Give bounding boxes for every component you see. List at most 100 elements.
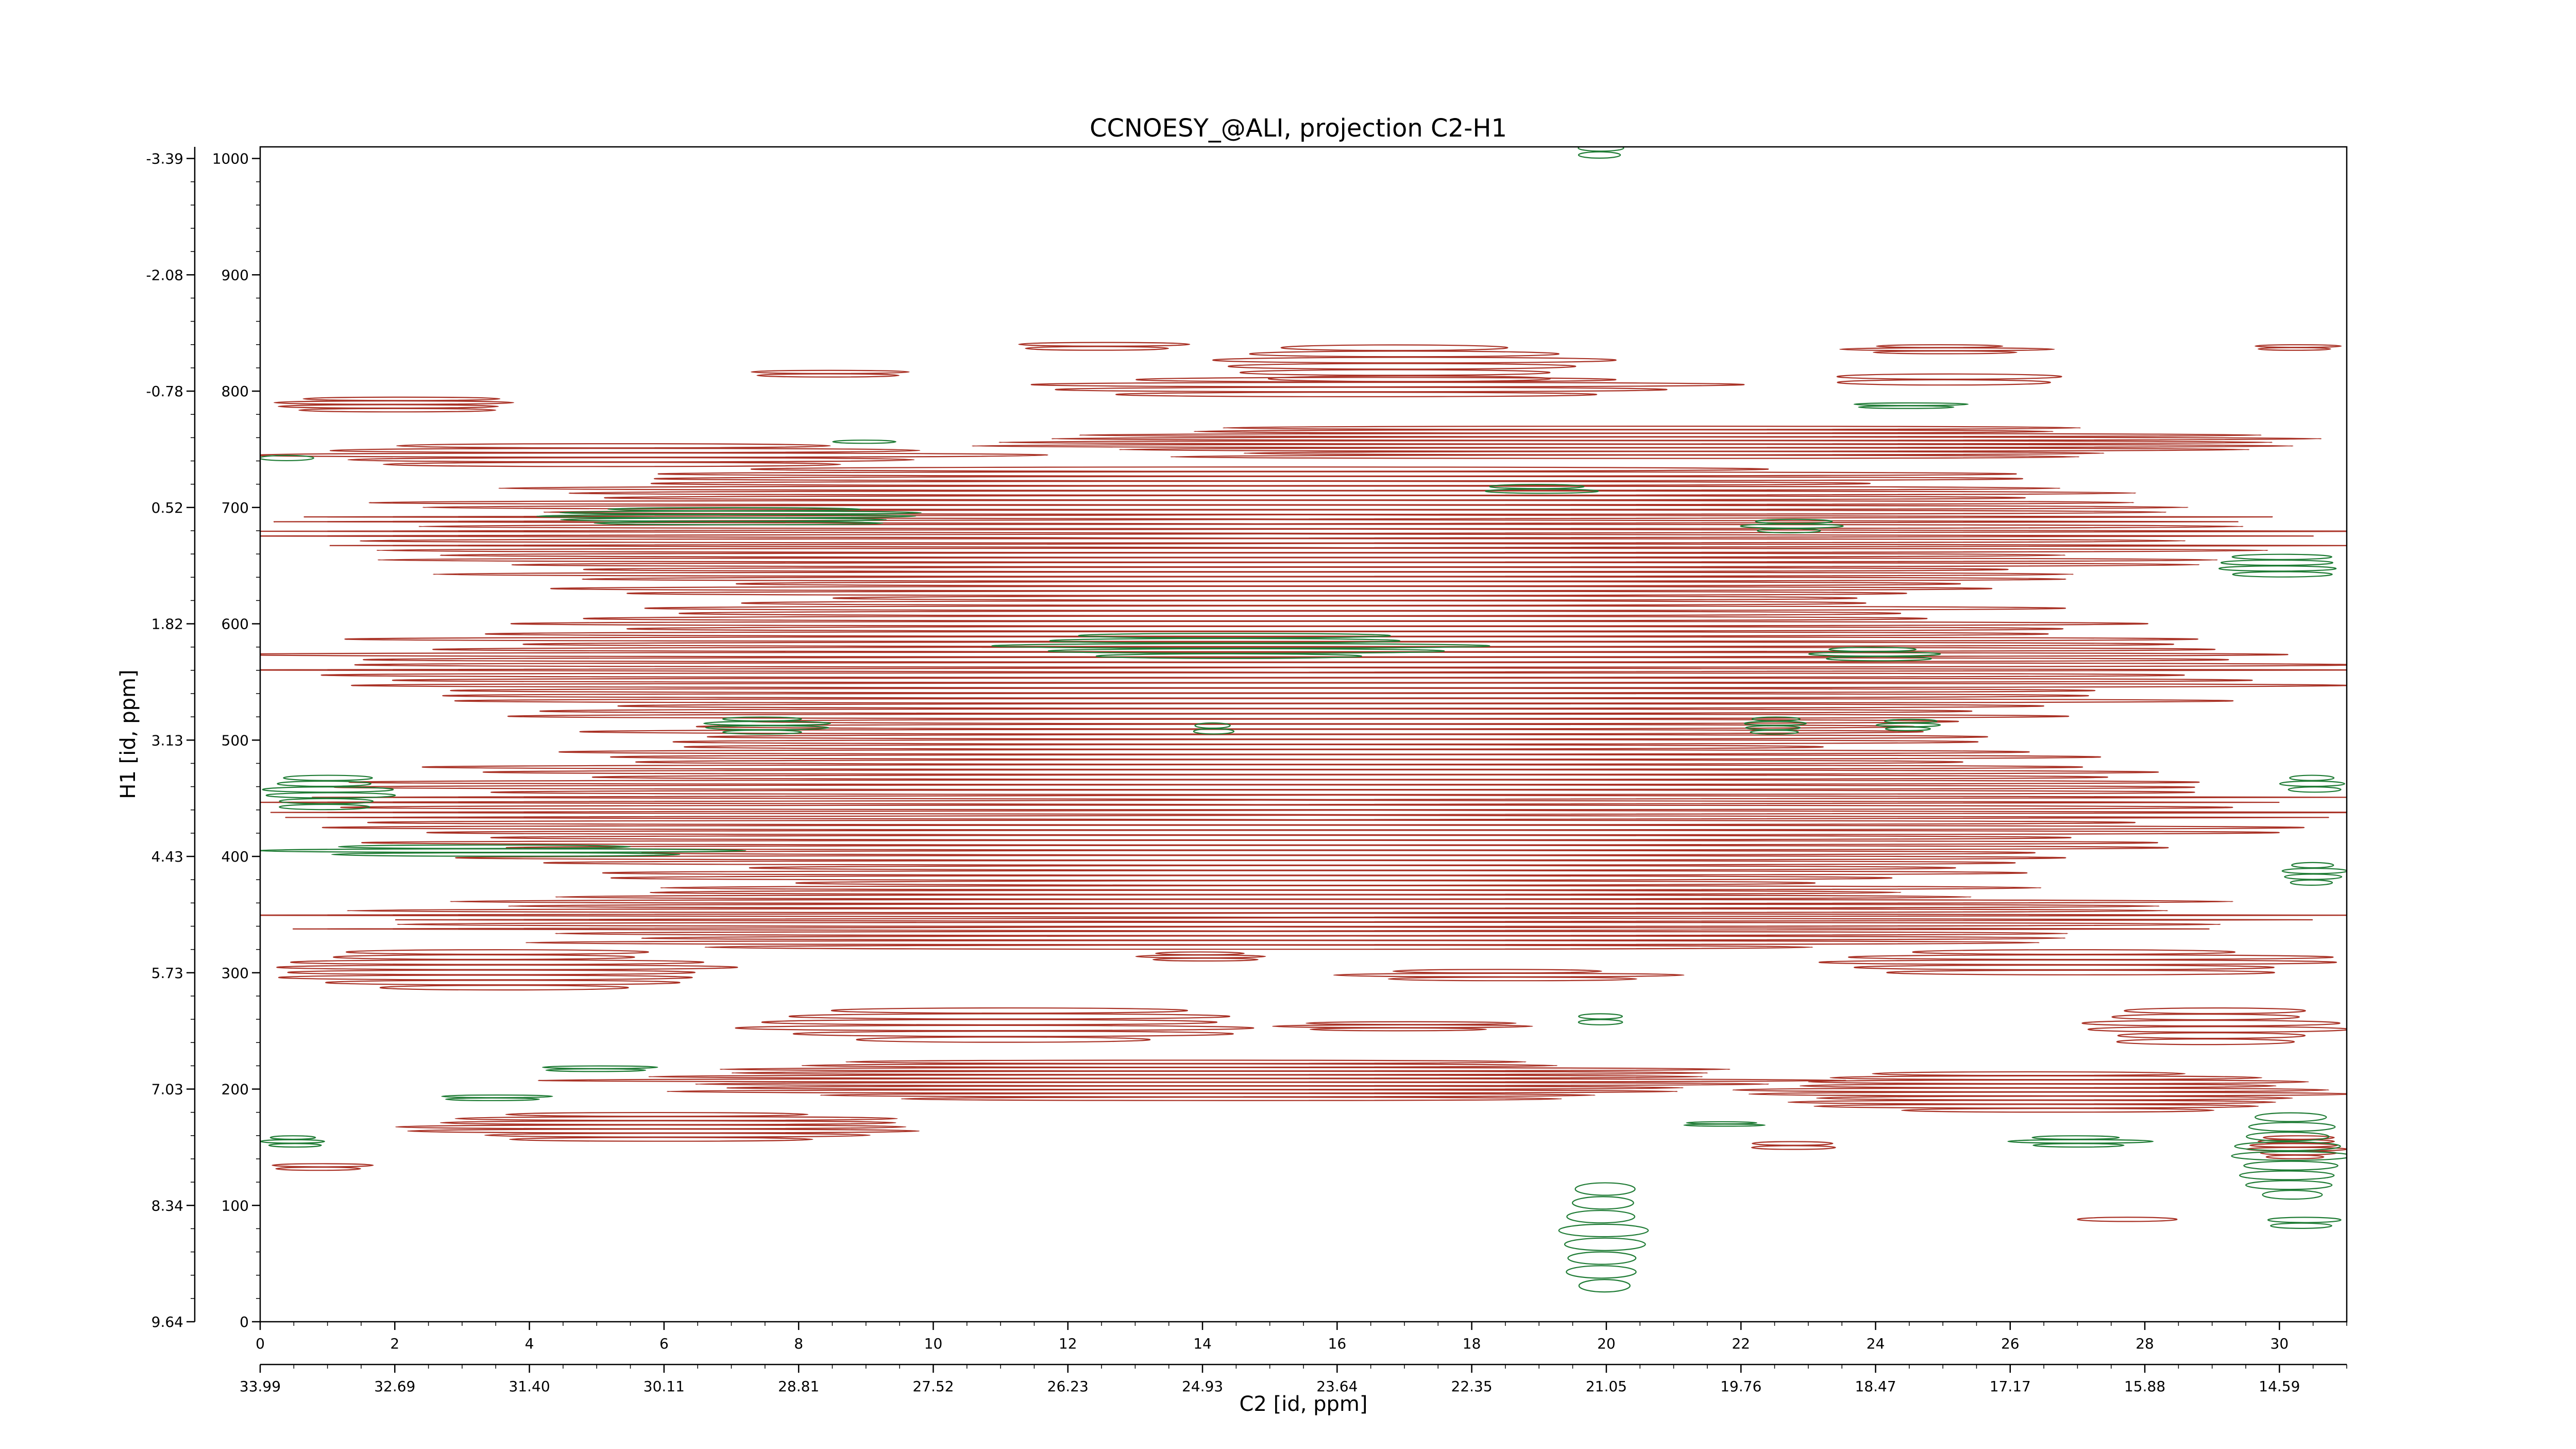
positive-contour-line — [276, 964, 738, 970]
negative-contour-line — [1853, 402, 1969, 407]
positive-contour-line — [704, 945, 1814, 950]
positive-contour-line — [2124, 1007, 2306, 1015]
positive-contour-band — [751, 369, 910, 378]
positive-contour-line — [659, 885, 2042, 890]
positive-contour-line — [1836, 373, 2062, 380]
positive-contour-line — [694, 1082, 1770, 1087]
negative-contour-line — [441, 1094, 553, 1099]
positive-contour-line — [333, 954, 635, 960]
negative-contour-band — [262, 774, 396, 811]
positive-contour-line — [792, 1031, 1234, 1037]
positive-contour-line — [1272, 1024, 1533, 1029]
positive-contour-line — [626, 591, 1907, 596]
positive-contour-line — [395, 1124, 907, 1130]
y-ppm-tick-label: 4.43 — [151, 848, 183, 865]
positive-contour-line — [510, 620, 2149, 627]
x-ppm-tick-label: 24.93 — [1182, 1378, 1223, 1395]
positive-contour-line — [696, 723, 1915, 730]
positive-contour-line — [285, 814, 2329, 820]
positive-contour-band — [1818, 949, 2337, 975]
positive-contour-line — [1333, 972, 1685, 978]
positive-contour-line — [351, 682, 2347, 688]
positive-contour-line — [484, 1133, 871, 1138]
negative-contour-line — [445, 1097, 540, 1101]
negative-contour-line — [2231, 1151, 2347, 1161]
negative-contour-band — [1740, 518, 1844, 534]
positive-contour-line — [426, 830, 2280, 836]
positive-contour-band — [260, 885, 2347, 950]
positive-contour-band — [1030, 377, 1745, 397]
positive-contour-line — [260, 799, 2280, 805]
positive-contour-line — [1025, 346, 1170, 351]
y-ppm-tick-label: 9.64 — [151, 1313, 183, 1330]
negative-contour-line — [2243, 1160, 2338, 1171]
positive-contour-line — [2255, 344, 2342, 348]
x-index-tick-label: 14 — [1193, 1335, 1212, 1352]
positive-contour-line — [648, 1074, 1703, 1079]
positive-contour-line — [482, 769, 2159, 775]
positive-contour-line — [490, 789, 2195, 795]
positive-contour-line — [367, 819, 2136, 825]
x-index-tick-label: 26 — [2001, 1335, 2020, 1352]
negative-contour-line — [2239, 1170, 2335, 1181]
positive-contour-line — [1748, 1091, 2347, 1097]
positive-contour-line — [392, 677, 2253, 683]
positive-contour-line — [1751, 1145, 1836, 1150]
positive-contour-line — [277, 404, 499, 409]
positive-contour-line — [1170, 454, 2080, 459]
y-index-tick-label: 700 — [222, 499, 249, 516]
positive-contour-line — [845, 1059, 1527, 1065]
positive-contour-line — [396, 921, 2222, 927]
positive-contour-line — [376, 547, 2269, 553]
positive-contour-line — [450, 687, 2096, 694]
positive-contour-line — [609, 754, 2102, 760]
plot-area — [260, 147, 2347, 1293]
positive-contour-line — [490, 835, 2072, 841]
negative-contour-line — [1485, 488, 1599, 494]
positive-contour-line — [641, 935, 2066, 941]
y-ppm-tick-label: 3.13 — [151, 732, 183, 749]
x-axis-label: C2 [id, ppm] — [1240, 1392, 1368, 1416]
negative-contour-band — [441, 1094, 553, 1101]
negative-contour-band — [1683, 1121, 1766, 1127]
y-ppm-axis: 9.64 8.34 7.03 5.73 4.43 3.13 1.82 0.52 -0.78 -2.… — [146, 147, 196, 1330]
positive-contour-line — [454, 698, 2234, 704]
positive-contour-line — [756, 373, 900, 378]
positive-contour-line — [761, 1019, 1218, 1025]
positive-contour-line — [650, 480, 1871, 486]
y-ppm-tick-label: -0.78 — [146, 383, 183, 400]
y-index-tick-label: 800 — [222, 383, 249, 400]
positive-contour-line — [832, 595, 1858, 601]
positive-contour-line — [706, 734, 1988, 740]
positive-contour-band — [537, 1059, 1847, 1101]
positive-contour-line — [537, 1078, 1847, 1083]
y-ppm-tick-label: 0.52 — [151, 499, 183, 516]
positive-contour-line — [1816, 1096, 2293, 1101]
negative-contour-line — [1858, 405, 1955, 409]
y-index-tick-label: 300 — [222, 965, 249, 982]
positive-contour-line — [602, 870, 2028, 876]
x-index-tick-label: 20 — [1597, 1335, 1616, 1352]
positive-contour-line — [1387, 976, 1638, 982]
positive-contour-line — [1249, 350, 1560, 358]
negative-contour-line — [2248, 1122, 2336, 1132]
positive-contour-line — [354, 662, 2347, 668]
negative-contour-line — [1683, 1123, 1766, 1127]
negative-contour-line — [541, 1065, 658, 1069]
negative-contour-line — [262, 786, 394, 793]
negative-contour-line — [1193, 728, 1235, 735]
positive-contour-line — [1030, 381, 1745, 387]
x-ppm-tick-label: 22.35 — [1451, 1378, 1493, 1395]
positive-contour-band — [971, 426, 2323, 459]
negative-contour-line — [2281, 868, 2347, 874]
x-index-tick-label: 10 — [924, 1335, 943, 1352]
positive-contour-line — [1392, 969, 1602, 974]
positive-contour-line — [260, 913, 2347, 918]
positive-contour-band — [2081, 1007, 2347, 1046]
positive-contour-line — [2111, 1014, 2300, 1021]
x-ppm-tick-label: 18.47 — [1855, 1378, 1896, 1395]
negative-contour-line — [331, 852, 681, 857]
positive-contour-band — [1839, 344, 2055, 355]
positive-contour-line — [998, 440, 2273, 445]
negative-contour-line — [1875, 722, 1941, 728]
